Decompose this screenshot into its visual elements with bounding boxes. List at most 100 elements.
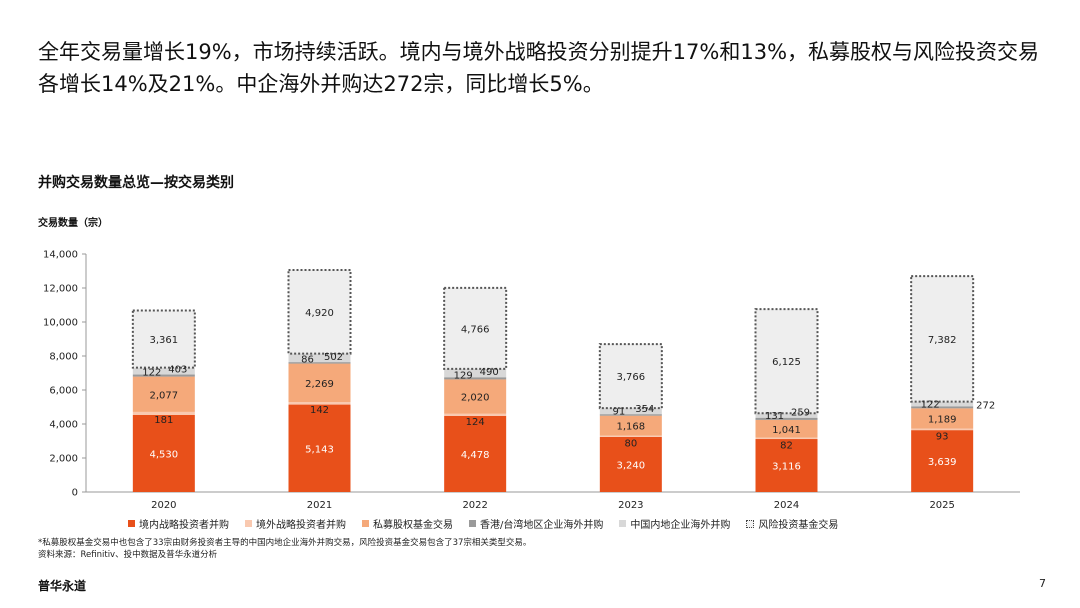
- footnote: *私募股权基金交易中也包含了33宗由财务投资者主导的中国内地企业海外并购交易，风…: [38, 537, 1038, 561]
- data-label-domestic: 3,639: [928, 457, 957, 468]
- bar-segment-hk_tw: [599, 414, 662, 416]
- bar-segment-overseas: [599, 435, 662, 437]
- footnote-line-1: *私募股权基金交易中也包含了33宗由财务投资者主导的中国内地企业海外并购交易，风…: [38, 538, 532, 548]
- bar-segment-vc: [443, 286, 508, 370]
- data-label-vc: 6,125: [772, 357, 801, 368]
- data-label-domestic: 4,478: [461, 450, 490, 461]
- data-label-vc: 3,361: [150, 335, 179, 346]
- bar-segment-pe: [911, 408, 974, 429]
- y-tick-label: 14,000: [43, 250, 78, 261]
- y-tick-label: 4,000: [49, 420, 78, 431]
- data-label-pe: 2,077: [150, 390, 179, 401]
- data-label-vc: 7,382: [928, 335, 957, 346]
- y-tick-label: 8,000: [49, 352, 78, 363]
- page-number: 7: [1039, 577, 1046, 590]
- legend-swatch-hk-tw: [469, 520, 476, 527]
- data-label-overseas: 82: [780, 441, 793, 452]
- data-label-overseas: 124: [466, 417, 485, 428]
- x-tick-label: 2024: [774, 500, 799, 511]
- data-label-mainland: 354: [635, 404, 654, 415]
- bar-segment-domestic: [444, 415, 507, 492]
- headline: 全年交易量增长19%，市场持续活跃。境内与境外战略投资分别提升17%和13%，私…: [38, 40, 1040, 96]
- data-label-mainland: 502: [324, 352, 343, 363]
- data-label-vc: 4,920: [305, 308, 334, 319]
- bar-segment-overseas: [755, 437, 818, 440]
- y-tick-label: 0: [72, 488, 78, 499]
- data-label-hk_tw: 91: [612, 407, 625, 418]
- bar-segment-pe: [755, 419, 818, 438]
- legend-item-pe: 私募股权基金交易: [362, 516, 453, 531]
- footnote-source: 资料来源：Refinitiv、投中数据及普华永道分析: [38, 550, 218, 560]
- bar-segment-mainland: [444, 368, 507, 378]
- data-label-overseas: 142: [310, 405, 329, 416]
- bar-segment-overseas: [288, 402, 351, 405]
- bar-segment-mainland: [132, 367, 195, 375]
- bar-segment-vc: [131, 309, 196, 369]
- brand-name: 普华永道: [38, 579, 87, 593]
- data-label-overseas: 93: [936, 432, 949, 443]
- legend-item-mainland: 中国内地企业海外并购: [619, 516, 730, 531]
- data-label-pe: 2,269: [305, 379, 334, 390]
- bar-segment-domestic: [755, 439, 818, 492]
- data-label-domestic: 4,530: [150, 449, 179, 460]
- legend-label-overseas: 境外战略投资者并购: [256, 520, 346, 531]
- bar-segment-pe: [288, 363, 351, 403]
- bar-segment-vc: [754, 308, 819, 415]
- bar-segment-domestic: [599, 436, 662, 492]
- y-tick-label: 10,000: [43, 318, 78, 329]
- x-tick-label: 2020: [151, 500, 176, 511]
- x-tick-label: 2025: [929, 500, 954, 511]
- data-label-mainland: 490: [480, 367, 499, 378]
- bar-segment-domestic: [911, 430, 974, 492]
- data-label-vc: 3,766: [617, 372, 646, 383]
- legend: 境内战略投资者并购 境外战略投资者并购 私募股权基金交易 香港/台湾地区企业海外…: [128, 516, 1008, 531]
- data-label-pe: 1,189: [928, 414, 957, 425]
- bar-segment-pe: [599, 415, 662, 436]
- legend-item-hk-tw: 香港/台湾地区企业海外并购: [469, 516, 603, 531]
- data-label-mainland: 272: [976, 400, 995, 411]
- bar-segment-overseas: [911, 428, 974, 431]
- data-label-hk_tw: 131: [765, 411, 784, 422]
- legend-swatch-pe: [362, 520, 369, 527]
- data-label-domestic: 3,116: [772, 462, 801, 473]
- bar-segment-mainland: [288, 353, 351, 363]
- legend-label-mainland: 中国内地企业海外并购: [630, 520, 731, 531]
- legend-item-domestic: 境内战略投资者并购: [128, 516, 229, 531]
- data-label-mainland: 403: [168, 365, 187, 376]
- bar-segment-vc: [910, 275, 975, 403]
- bar-segment-mainland: [599, 408, 662, 415]
- legend-label-vc: 风险投资基金交易: [758, 520, 839, 531]
- stacked-bar-chart: 0 2,000 4,000 6,000 8,000 10,000 12,000 14,000 4…: [43, 250, 1020, 511]
- legend-label-hk-tw: 香港/台湾地区企业海外并购: [480, 520, 604, 531]
- y-axis-title: 交易数量（宗）: [38, 218, 108, 229]
- bar-segment-vc: [287, 268, 352, 355]
- data-label-pe: 2,020: [461, 393, 490, 404]
- bar-segment-domestic: [288, 404, 351, 492]
- bar-segment-hk_tw: [288, 362, 351, 364]
- data-label-domestic: 3,240: [617, 460, 646, 471]
- bar-segment-hk_tw: [132, 374, 195, 377]
- legend-item-vc: 风险投资基金交易: [746, 516, 838, 531]
- legend-swatch-domestic: [128, 520, 135, 527]
- data-label-overseas: 181: [154, 415, 173, 426]
- bar-segment-pe: [444, 379, 507, 414]
- y-tick-label: 6,000: [49, 386, 78, 397]
- bar-segment-domestic: [132, 414, 195, 492]
- legend-label-domestic: 境内战略投资者并购: [139, 520, 229, 531]
- data-label-hk_tw: 86: [301, 355, 314, 366]
- y-tick-label: 12,000: [43, 284, 78, 295]
- data-label-mainland: 259: [791, 408, 810, 419]
- bar-segment-hk_tw: [444, 377, 507, 380]
- bar-segment-mainland: [911, 401, 974, 407]
- data-label-hk_tw: 129: [454, 370, 473, 381]
- bar-segment-overseas: [132, 411, 195, 415]
- chart-title: 并购交易数量总览—按交易类别: [38, 175, 234, 191]
- legend-swatch-vc: [746, 519, 755, 528]
- bar-segment-pe: [132, 376, 195, 412]
- data-label-pe: 1,041: [772, 425, 801, 436]
- bar-segment-hk_tw: [755, 417, 818, 420]
- x-tick-label: 2021: [307, 500, 332, 511]
- bar-segment-overseas: [444, 413, 507, 416]
- legend-swatch-mainland: [619, 520, 627, 527]
- legend-swatch-overseas: [245, 520, 252, 527]
